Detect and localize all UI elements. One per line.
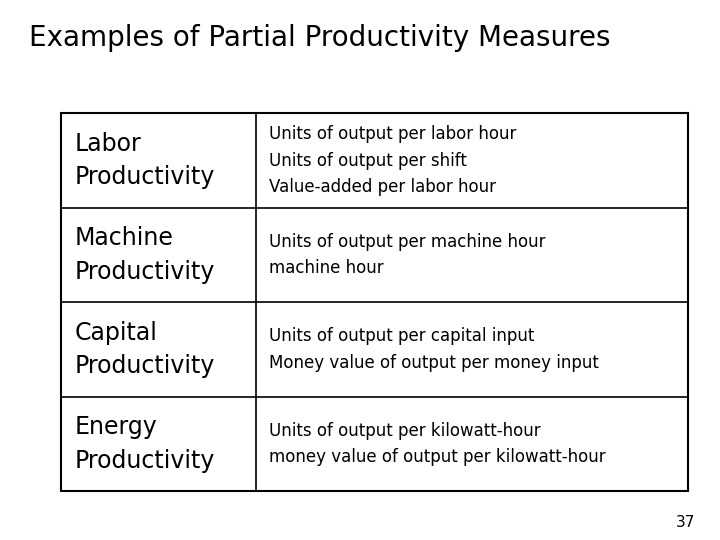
Text: Examples of Partial Productivity Measures: Examples of Partial Productivity Measure… xyxy=(29,24,611,52)
Text: 37: 37 xyxy=(675,515,695,530)
Text: Units of output per machine hour
machine hour: Units of output per machine hour machine… xyxy=(269,233,545,278)
Text: Units of output per labor hour
Units of output per shift
Value-added per labor h: Units of output per labor hour Units of … xyxy=(269,125,516,196)
Text: Energy
Productivity: Energy Productivity xyxy=(74,415,215,473)
Text: Units of output per kilowatt-hour
money value of output per kilowatt-hour: Units of output per kilowatt-hour money … xyxy=(269,422,606,467)
Text: Labor
Productivity: Labor Productivity xyxy=(74,132,215,190)
Text: Capital
Productivity: Capital Productivity xyxy=(74,321,215,379)
Text: Machine
Productivity: Machine Productivity xyxy=(74,226,215,284)
Text: Units of output per capital input
Money value of output per money input: Units of output per capital input Money … xyxy=(269,327,598,372)
